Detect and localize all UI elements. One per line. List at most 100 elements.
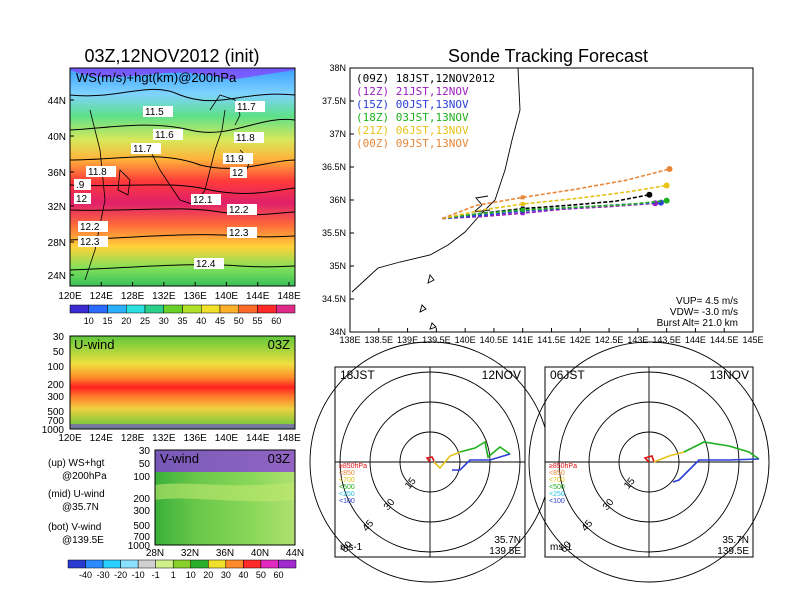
ws-colorbar-bin <box>163 304 183 314</box>
hodo-lat: 35.7N <box>722 535 749 546</box>
track-line <box>441 184 667 220</box>
ws-colorbar-bin <box>69 304 89 314</box>
track-lat-tick: 38N <box>329 63 346 73</box>
vwind-colorbar-tick: 50 <box>256 570 266 580</box>
uwind-lon-tick: 140E <box>215 433 239 444</box>
vwind-colorbar-bin <box>278 559 297 569</box>
ws-colorbar-tick: 50 <box>234 316 244 326</box>
map-lat-ticks: 24N 28N 32N 36N 40N 44N <box>48 96 74 282</box>
height-label: 11.8 <box>88 167 107 178</box>
vwind-p-tick: 300 <box>133 506 150 517</box>
track-param: Burst Alt= 21.0 km <box>657 318 738 329</box>
ws-colorbar-bin <box>238 304 258 314</box>
track-lon-tick: 143E <box>627 335 648 345</box>
vwind-colorbar-bin <box>260 559 279 569</box>
uwind-time: 03Z <box>268 337 290 352</box>
hodo-trace <box>433 451 461 470</box>
track-line <box>441 168 670 220</box>
track-lat-ticks: 34N 34.5N 35N 35.5N 36N 36.5N 37N 37.5N 38N <box>322 63 354 337</box>
vwind-colorbar-tick: -20 <box>114 570 127 580</box>
ws-colorbar-bin <box>88 304 108 314</box>
height-labels: 11.5 11.711.6 11.811.711.911.8 1212.112.212… <box>74 101 265 270</box>
hodo-unit: ms-1 <box>550 542 573 553</box>
vwind-frame <box>154 449 296 546</box>
ws-frame <box>69 67 296 287</box>
hodo-unit: ms-1 <box>340 542 363 553</box>
track-panel: (09Z) 18JST,12NOV2012(12Z) 21JST,12NOV(1… <box>322 63 764 345</box>
vwind-time: 03Z <box>268 451 290 466</box>
vwind-colorbar-bin <box>243 559 262 569</box>
track-marker <box>520 201 525 206</box>
track-lon-tick: 140E <box>455 335 476 345</box>
vwind-colorbar-tick: -10 <box>132 570 145 580</box>
uwind-field <box>70 336 295 429</box>
note-line: (bot) V-wind <box>48 522 101 533</box>
uwind-p-tick: 1000 <box>42 425 65 436</box>
track-lat-tick: 35N <box>329 261 346 271</box>
height-label: 12.3 <box>80 237 100 248</box>
vwind-colorbar-bin <box>208 559 227 569</box>
height-label-bg <box>230 167 247 178</box>
track-lat-tick: 34N <box>329 327 346 337</box>
track-end-point <box>663 182 670 189</box>
vwind-colorbar-bin <box>225 559 244 569</box>
vwind-p-tick: 500 <box>133 521 150 532</box>
map-lat-tick: 28N <box>48 238 66 249</box>
map-lon-tick: 128E <box>121 291 145 302</box>
map-lon-ticks: 120E 124E 128E 132E 136E 140E 144E 148E <box>58 282 301 302</box>
height-label-bg <box>227 227 257 238</box>
track-line <box>442 202 656 220</box>
track-lat-tick: 34.5N <box>322 294 346 304</box>
vwind-lat-ticks: 28N 32N 36N 40N 44N <box>146 548 304 559</box>
track-lat-tick: 35.5N <box>322 228 346 238</box>
uwind-p-tick: 200 <box>47 380 64 391</box>
hodo-trace <box>452 453 511 471</box>
height-label: 11.5 <box>145 107 164 118</box>
uwind-p-tick: 300 <box>47 392 64 403</box>
map-lon-tick: 124E <box>90 291 114 302</box>
track-legend-entry: (18Z) 03JST,13NOV <box>356 111 469 124</box>
hodo-ring <box>528 341 770 583</box>
uwind-lon-tick: 148E <box>277 433 301 444</box>
height-label: 12 <box>232 168 244 179</box>
ws-colorbar: 10 15 20 25 30 35 40 45 50 55 60 <box>69 304 296 326</box>
track-lon-ticks: 138E 138.5E 139E 139.5E 140E 140.5E 141E 141.5E… <box>339 328 764 345</box>
vwind-lat-tick: 40N <box>251 548 269 559</box>
map-lon-tick: 140E <box>215 291 239 302</box>
hodo-date: 13NOV <box>710 368 749 382</box>
ws-colorbar-tick: 55 <box>252 316 262 326</box>
vwind-lat-tick: 32N <box>181 548 199 559</box>
uwind-label: U-wind <box>74 337 114 352</box>
ws-colorbar-bin <box>107 304 127 314</box>
vwind-p-tick: 100 <box>133 472 150 483</box>
height-label-bg <box>86 166 116 177</box>
vwind-lat-tick: 44N <box>286 548 304 559</box>
vwind-colorbar-tick: 1 <box>171 570 176 580</box>
hodo-legend-entry: <250 <box>339 491 355 498</box>
vwind-p-tick: 50 <box>139 459 151 470</box>
height-label: 11.6 <box>155 130 174 141</box>
track-legend-entry: (09Z) 18JST,12NOV2012 <box>356 72 495 85</box>
hodo-legend-entry: <850 <box>549 470 565 477</box>
track-param: VUP= 4.5 m/s <box>676 296 738 307</box>
hodo-legend-entry: <100 <box>339 498 355 505</box>
ws-colorbar-tick: 60 <box>271 316 281 326</box>
ws-colorbar-bin <box>201 304 221 314</box>
height-label: 11.9 <box>225 154 244 165</box>
track-param: VDW= -3.0 m/s <box>670 307 738 318</box>
uwind-p-tick: 700 <box>47 416 64 427</box>
vwind-colorbar-tick: -30 <box>97 570 110 580</box>
hodo-time: 06JST <box>550 368 585 382</box>
hodo-legend-entry: <100 <box>549 498 565 505</box>
vwind-colorbar-bin <box>120 559 139 569</box>
track-marker <box>520 195 525 200</box>
ws-label: WS(m/s)+hgt(km)@200hPa <box>76 70 237 85</box>
ws-colorbar-tick: 45 <box>215 316 225 326</box>
uwind-lon-tick: 120E <box>58 433 82 444</box>
hodo-trace <box>672 458 760 483</box>
map-lat-tick: 44N <box>48 96 66 107</box>
height-label-bg <box>78 236 108 247</box>
height-label-bg <box>131 143 161 154</box>
